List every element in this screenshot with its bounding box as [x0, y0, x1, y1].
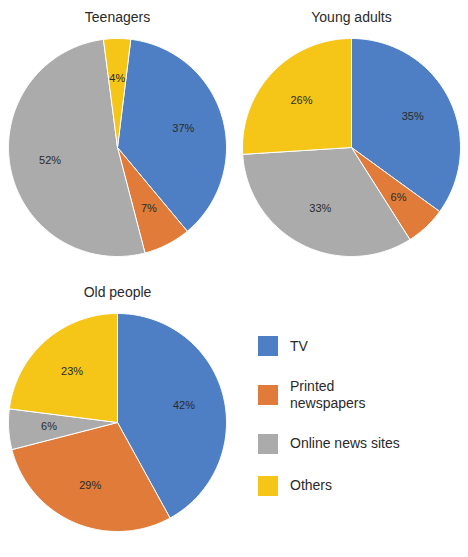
svg-text:37%: 37%	[172, 122, 194, 134]
html-text:Online news sites: Online news sites	[290, 435, 400, 452]
svg-text:33%: 33%	[309, 202, 331, 214]
svg-text:7%: 7%	[141, 202, 157, 214]
html-text:TV: TV	[290, 337, 308, 354]
svg-text:6%: 6%	[41, 420, 57, 432]
html-text:Others: Others	[290, 477, 332, 494]
html-text:Printed newspapers: Printed newspapers	[290, 378, 366, 411]
svg-text:29%: 29%	[79, 479, 101, 491]
svg-text:4%: 4%	[109, 72, 125, 84]
svg-text:42%: 42%	[173, 399, 195, 411]
svg-text:35%: 35%	[402, 110, 424, 122]
svg-text:52%: 52%	[39, 154, 61, 166]
svg-text:Teenagers: Teenagers	[85, 9, 150, 25]
svg-text:Young adults: Young adults	[311, 9, 391, 25]
svg-text:Old people: Old people	[84, 284, 152, 300]
svg-text:6%: 6%	[391, 191, 407, 203]
svg-text:26%: 26%	[290, 94, 312, 106]
svg-text:23%: 23%	[61, 365, 83, 377]
